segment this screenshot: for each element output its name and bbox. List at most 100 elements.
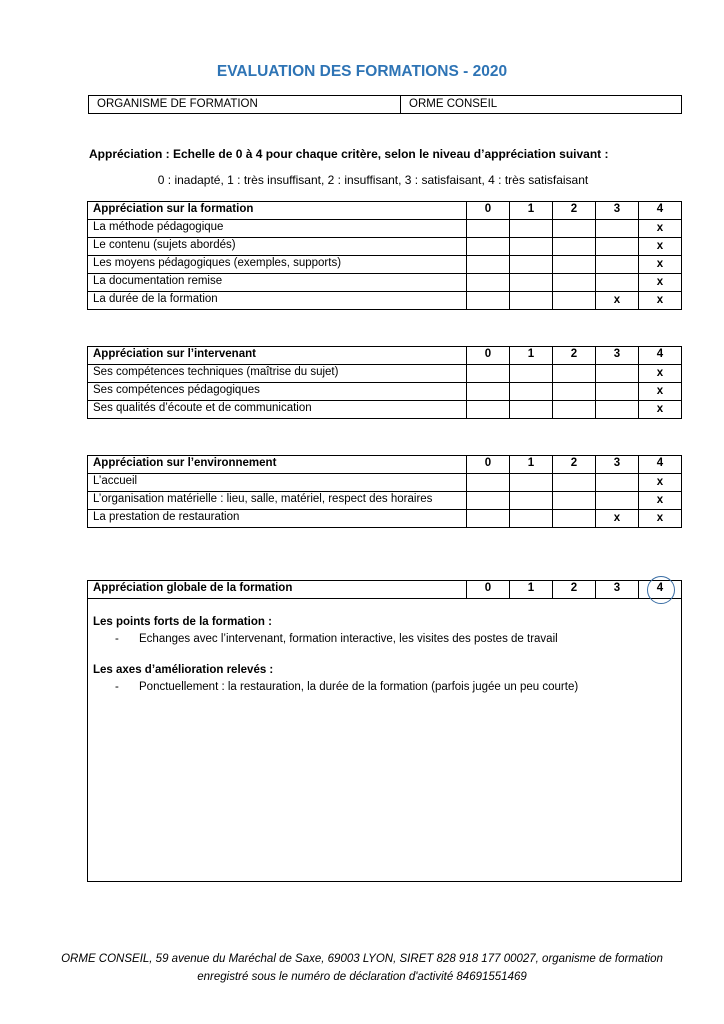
- score-cell-1: [509, 255, 553, 274]
- table-row: Le contenu (sujets abordés) x: [87, 237, 682, 256]
- strengths-title: Les points forts de la formation :: [93, 616, 272, 628]
- score-cell-3: x: [595, 291, 639, 310]
- page-title: EVALUATION DES FORMATIONS - 2020: [216, 63, 508, 80]
- criterion-label: Ses compétences pédagogiques: [87, 382, 467, 401]
- improvements-item: - Ponctuellement : la restauration, la du…: [115, 680, 676, 695]
- organisme-value: ORME CONSEIL: [409, 98, 498, 110]
- scale-legend: 0 : inadapté, 1 : très insuffisant, 2 : …: [157, 173, 589, 187]
- strengths-item: - Echanges avec l’intervenant, formation …: [115, 632, 676, 647]
- score-cell-1: [509, 364, 553, 383]
- score-cell-0: [466, 219, 510, 238]
- organisme-table: ORGANISME DE FORMATION ORME CONSEIL: [88, 95, 682, 114]
- bullet: -: [115, 681, 119, 693]
- table-row: Ses qualités d’écoute et de communicatio…: [87, 400, 682, 419]
- score-header-1: 1: [509, 346, 553, 365]
- global-score-2: 2: [552, 580, 596, 599]
- appreciation-intro: Appréciation : Echelle de 0 à 4 pour cha…: [89, 147, 609, 161]
- score-cell-0: [466, 364, 510, 383]
- table-row: La méthode pédagogique x: [87, 219, 682, 238]
- criterion-label: Ses compétences techniques (maîtrise du …: [87, 364, 467, 383]
- score-cell-4: x: [638, 400, 682, 419]
- evaluation-table: Appréciation sur la formation 0 1 2 3 4 La mét…: [87, 201, 682, 310]
- score-header-0: 0: [466, 346, 510, 365]
- criterion-label: Les moyens pédagogiques (exemples, suppo…: [87, 255, 467, 274]
- score-cell-3: [595, 219, 639, 238]
- score-header-2: 2: [552, 201, 596, 220]
- score-header-1: 1: [509, 201, 553, 220]
- score-cell-2: [552, 237, 596, 256]
- criterion-label: La prestation de restauration: [87, 509, 467, 528]
- score-cell-0: [466, 473, 510, 492]
- score-cell-1: [509, 400, 553, 419]
- global-score-0: 0: [466, 580, 510, 599]
- score-header-4: 4: [638, 201, 682, 220]
- table-row: L’organisation matérielle : lieu, salle,…: [87, 491, 682, 510]
- score-cell-4: x: [638, 509, 682, 528]
- score-cell-2: [552, 219, 596, 238]
- score-cell-1: [509, 473, 553, 492]
- footer-line-1: ORME CONSEIL, 59 avenue du Maréchal de S…: [61, 953, 663, 965]
- score-cell-4: x: [638, 491, 682, 510]
- criterion-label: Ses qualités d’écoute et de communicatio…: [87, 400, 467, 419]
- score-cell-3: [595, 255, 639, 274]
- global-title: Appréciation globale de la formation: [87, 580, 467, 599]
- score-cell-3: [595, 364, 639, 383]
- table-row: Ses compétences pédagogiques x: [87, 382, 682, 401]
- improvements-text: Ponctuellement : la restauration, la dur…: [139, 681, 579, 693]
- score-header-1: 1: [509, 455, 553, 474]
- global-score-3: 3: [595, 580, 639, 599]
- score-cell-2: [552, 473, 596, 492]
- score-header-0: 0: [466, 201, 510, 220]
- criterion-label: L’organisation matérielle : lieu, salle,…: [87, 491, 467, 510]
- table-row: Ses compétences techniques (maîtrise du …: [87, 364, 682, 383]
- score-cell-0: [466, 509, 510, 528]
- improvements-title: Les axes d’amélioration relevés :: [93, 664, 274, 676]
- score-cell-4: x: [638, 291, 682, 310]
- score-cell-4: x: [638, 473, 682, 492]
- table-title: Appréciation sur l’intervenant: [87, 346, 467, 365]
- score-cell-4: x: [638, 382, 682, 401]
- score-header-2: 2: [552, 455, 596, 474]
- table-row: La durée de la formation x x: [87, 291, 682, 310]
- bullet: -: [115, 633, 119, 645]
- table-title: Appréciation sur l’environnement: [87, 455, 467, 474]
- footer-line-2: enregistré sous le numéro de déclaration…: [197, 971, 527, 983]
- score-header-4: 4: [638, 346, 682, 365]
- score-cell-3: [595, 473, 639, 492]
- criterion-label: L’accueil: [87, 473, 467, 492]
- footer: ORME CONSEIL, 59 avenue du Maréchal de S…: [0, 950, 724, 986]
- criterion-label: La durée de la formation: [87, 291, 467, 310]
- score-cell-1: [509, 273, 553, 292]
- score-cell-1: [509, 509, 553, 528]
- evaluation-table: Appréciation sur l’intervenant 0 1 2 3 4 Ses c…: [87, 346, 682, 419]
- score-cell-4: x: [638, 364, 682, 383]
- score-cell-3: x: [595, 509, 639, 528]
- score-cell-3: [595, 491, 639, 510]
- score-header-4: 4: [638, 455, 682, 474]
- score-cell-1: [509, 237, 553, 256]
- score-header-0: 0: [466, 455, 510, 474]
- score-cell-0: [466, 273, 510, 292]
- score-cell-0: [466, 255, 510, 274]
- organisme-label: ORGANISME DE FORMATION: [89, 96, 401, 113]
- table-title: Appréciation sur la formation: [87, 201, 467, 220]
- score-cell-1: [509, 219, 553, 238]
- score-cell-4: x: [638, 273, 682, 292]
- score-header-3: 3: [595, 455, 639, 474]
- table-row: La prestation de restauration x x: [87, 509, 682, 528]
- global-score-1: 1: [509, 580, 553, 599]
- score-cell-1: [509, 382, 553, 401]
- score-cell-0: [466, 237, 510, 256]
- score-cell-4: x: [638, 219, 682, 238]
- score-header-3: 3: [595, 346, 639, 365]
- score-cell-2: [552, 273, 596, 292]
- score-cell-2: [552, 364, 596, 383]
- score-cell-0: [466, 291, 510, 310]
- score-cell-1: [509, 291, 553, 310]
- score-cell-4: x: [638, 237, 682, 256]
- score-cell-4: x: [638, 255, 682, 274]
- score-cell-2: [552, 400, 596, 419]
- score-cell-0: [466, 400, 510, 419]
